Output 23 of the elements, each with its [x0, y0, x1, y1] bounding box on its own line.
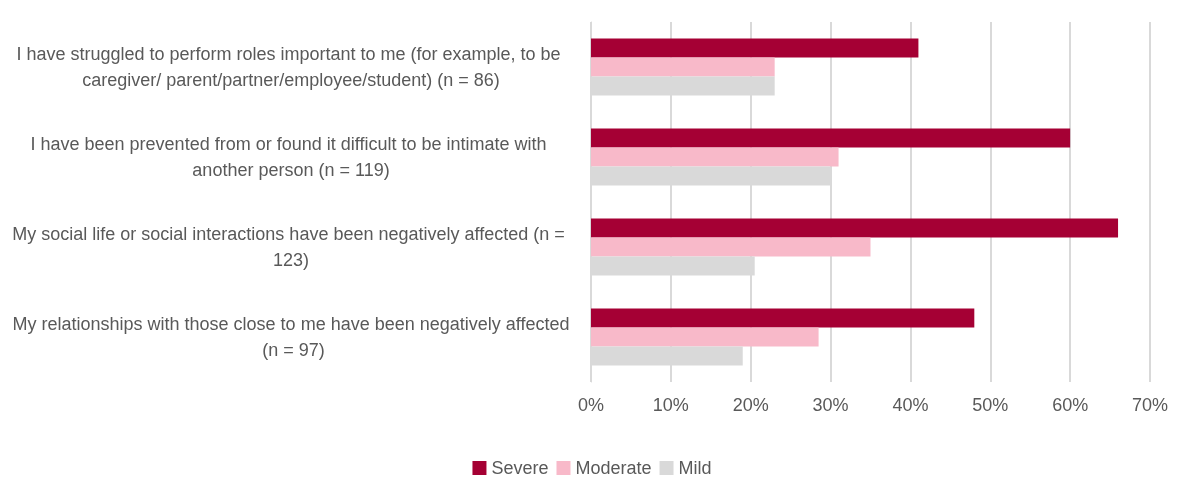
- x-tick-label: 30%: [812, 395, 849, 415]
- y-tick-label: My social life or social interactions have been negatively affected (n = 123): [12, 224, 570, 270]
- legend-label: Moderate: [575, 458, 652, 478]
- x-tick-label: 50%: [972, 395, 1009, 415]
- legend-label: Severe: [491, 458, 549, 478]
- x-tick-label: 70%: [1131, 395, 1169, 415]
- y-tick-label: I have struggled to perform roles important to me (for example, to be caregiver/ parent/partner/employee/student) (n = 86): [16, 44, 566, 90]
- x-tick-label: 20%: [732, 395, 769, 415]
- bar: [591, 38, 919, 58]
- bar: [591, 57, 775, 77]
- x-tick-label: 40%: [892, 395, 929, 415]
- bar: [591, 237, 871, 257]
- x-tick-label: 0%: [577, 395, 605, 415]
- x-tick-label: 60%: [1052, 395, 1089, 415]
- legend-label: Mild: [678, 458, 712, 478]
- bar: [591, 147, 839, 167]
- x-tick-label: 10%: [652, 395, 689, 415]
- bar: [591, 308, 975, 328]
- y-tick-label: My relationships with those close to me have been negatively affected (n = 97): [12, 314, 570, 360]
- bar: [591, 128, 1071, 148]
- bar: [591, 218, 1119, 238]
- bar: [591, 327, 819, 347]
- y-tick-label: I have been prevented from or found it difficult to be intimate with another person (n = 119): [30, 134, 552, 180]
